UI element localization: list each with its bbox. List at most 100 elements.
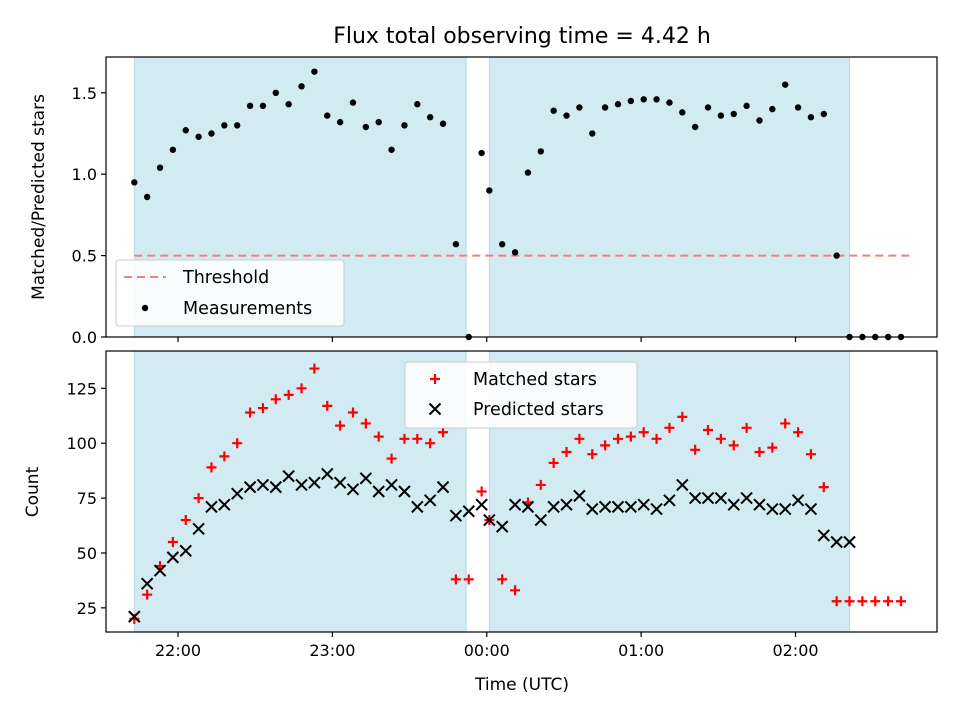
legend-frame	[115, 259, 345, 327]
data-point	[691, 123, 699, 131]
data-point	[208, 130, 215, 137]
data-point-matched	[386, 453, 397, 464]
data-point-matched	[360, 418, 371, 429]
data-point	[324, 112, 331, 119]
data-point-matched	[780, 418, 791, 429]
data-point	[285, 101, 292, 108]
data-point-predicted	[727, 498, 740, 511]
data-point-predicted	[586, 502, 599, 516]
data-point-matched	[857, 596, 868, 607]
axes-frame	[105, 350, 938, 633]
data-point-matched	[257, 403, 268, 414]
data-point-matched	[883, 596, 894, 607]
data-point-predicted	[611, 500, 625, 514]
data-point-predicted	[140, 577, 154, 590]
data-point-matched	[497, 574, 508, 585]
data-point-predicted	[791, 494, 805, 507]
data-point	[414, 101, 421, 108]
data-point-predicted	[624, 500, 638, 514]
data-point-matched	[347, 407, 358, 418]
data-point-predicted	[483, 513, 496, 527]
data-point	[653, 96, 660, 103]
legend-predicted-swatch	[428, 402, 442, 416]
data-point-predicted	[385, 478, 398, 492]
data-point	[627, 97, 635, 105]
data-point-matched	[548, 457, 559, 468]
data-point-matched	[844, 596, 855, 607]
data-point-matched	[690, 444, 701, 455]
top-axes: 0.0 0.5 1.0 1.5	[72, 56, 938, 347]
data-point	[589, 130, 596, 137]
data-point-matched	[373, 431, 384, 442]
data-point-predicted	[153, 564, 167, 577]
data-point-predicted	[411, 500, 424, 514]
data-point	[401, 122, 408, 129]
data-point-predicted	[372, 485, 385, 498]
data-point	[820, 110, 827, 118]
data-point-predicted	[256, 478, 270, 492]
data-point-predicted	[475, 498, 488, 511]
data-point-matched	[664, 422, 675, 433]
data-point-matched	[270, 394, 281, 405]
data-point-predicted	[817, 529, 831, 542]
x-tick-label: 23:00	[309, 641, 355, 660]
y-tick-label: 25	[77, 599, 97, 618]
data-point	[298, 83, 305, 90]
data-point-predicted	[218, 498, 231, 511]
data-point	[704, 104, 712, 111]
legend-matched-label: Matched stars	[473, 370, 597, 390]
data-point	[221, 122, 228, 129]
data-point-predicted	[462, 505, 475, 518]
legend-predicted-label: Predicted stars	[473, 400, 604, 420]
data-point-matched	[245, 407, 256, 418]
data-point	[511, 249, 519, 256]
data-point-predicted	[192, 522, 205, 536]
y-tick-label: 1.5	[72, 84, 97, 103]
data-point-matched	[677, 411, 688, 422]
data-point-matched	[767, 442, 778, 453]
data-point-matched	[574, 433, 585, 444]
data-point-predicted	[423, 494, 437, 507]
data-point-matched	[438, 427, 449, 438]
data-point	[833, 252, 840, 259]
data-point-matched	[805, 449, 816, 460]
data-point-matched	[728, 440, 739, 451]
x-tick-label: 02:00	[772, 641, 818, 660]
data-point	[259, 102, 267, 110]
data-point-matched	[193, 493, 204, 504]
data-point-matched	[715, 433, 726, 444]
data-point-matched	[535, 479, 546, 490]
data-point	[563, 112, 570, 119]
legend-matched-swatch	[430, 374, 440, 384]
data-point	[311, 68, 318, 75]
top-legend: Threshold Measurements	[115, 259, 345, 327]
data-point-predicted	[701, 491, 715, 505]
data-point	[807, 114, 815, 121]
axes-frame	[105, 56, 938, 338]
data-point-matched	[463, 574, 474, 585]
x-tick-label: 00:00	[464, 641, 510, 660]
data-point-matched	[412, 433, 423, 444]
y-tick-label: 100	[66, 434, 97, 453]
data-point	[666, 99, 673, 106]
data-point	[156, 164, 164, 171]
data-point	[452, 241, 460, 248]
data-point-matched	[587, 449, 598, 460]
data-point-predicted	[243, 480, 257, 494]
data-point	[272, 89, 280, 97]
data-point-matched	[283, 389, 294, 400]
y-tick-label: 1.0	[72, 165, 97, 184]
data-point-matched	[895, 596, 906, 607]
data-point-predicted	[804, 502, 818, 516]
data-point-matched	[425, 438, 436, 449]
data-point-predicted	[753, 498, 766, 511]
data-point-matched	[450, 574, 461, 585]
data-point-predicted	[282, 469, 295, 483]
data-point	[640, 96, 647, 103]
x-axis-label: Time (UTC)	[474, 675, 569, 695]
data-point	[426, 114, 434, 121]
data-point	[499, 241, 506, 248]
data-point-predicted	[205, 500, 218, 514]
legend-threshold-label: Threshold	[182, 268, 269, 288]
